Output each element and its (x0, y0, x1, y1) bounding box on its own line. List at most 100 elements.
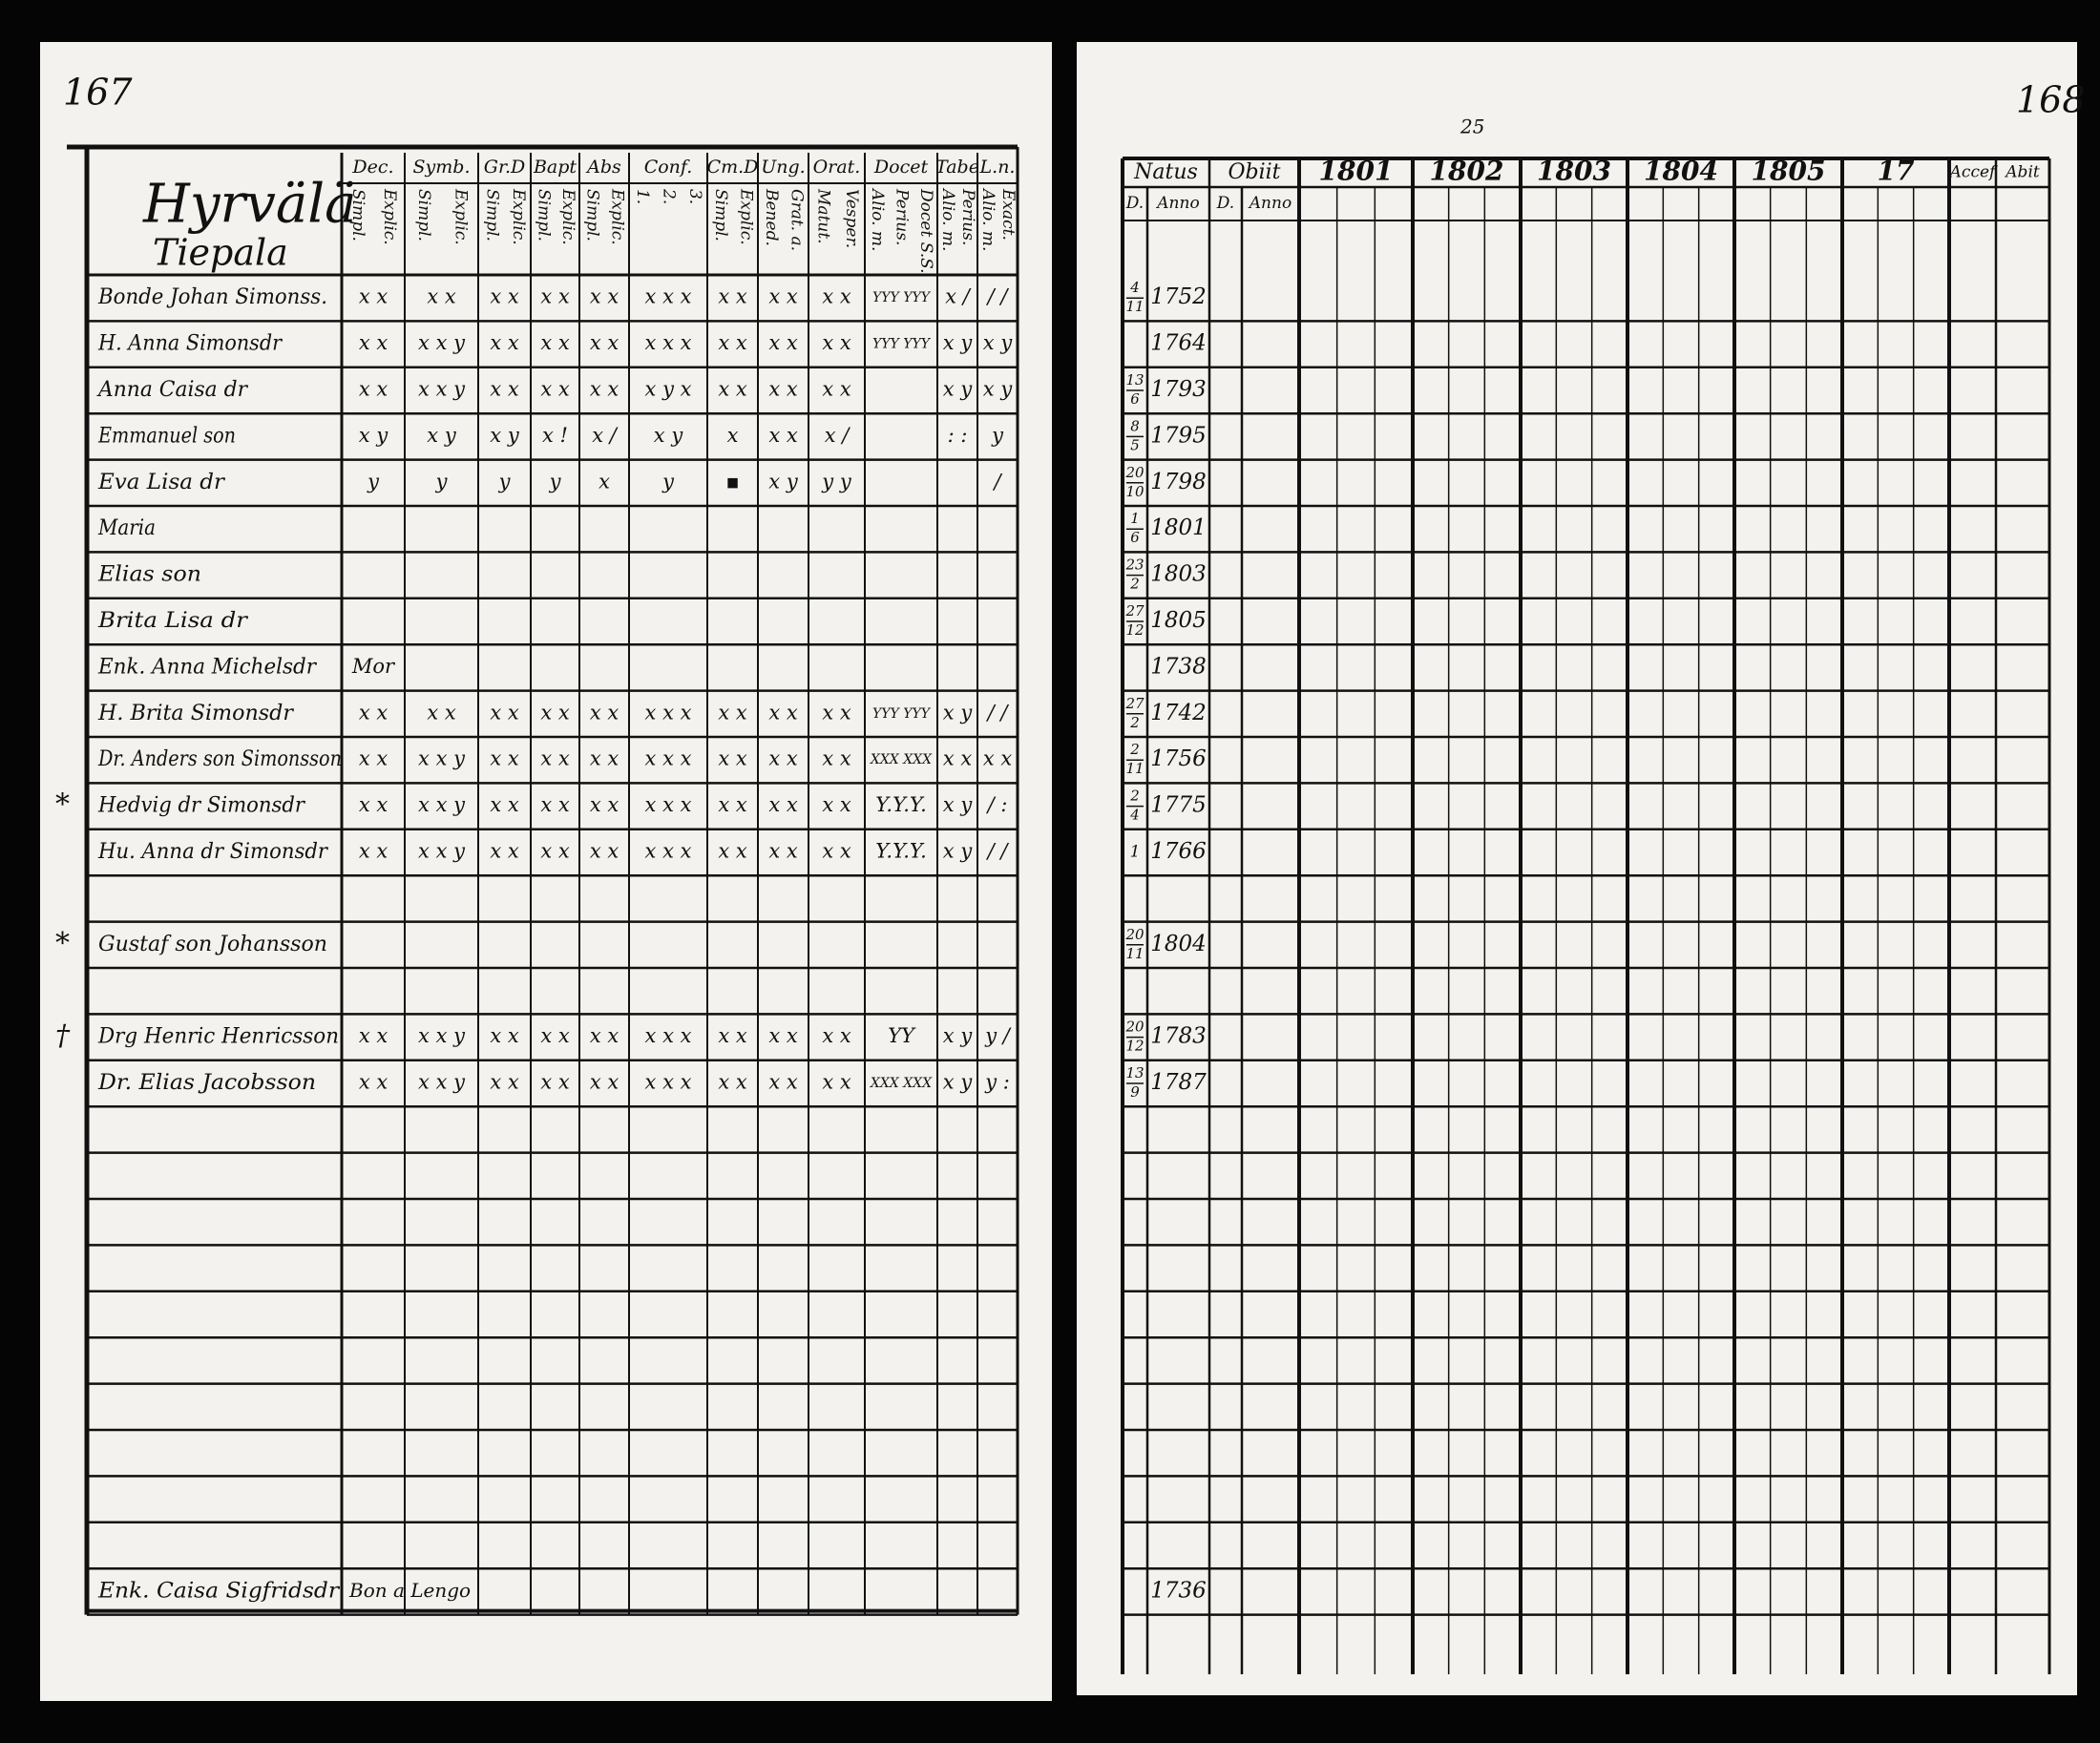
birth-month: 11 (1125, 298, 1144, 315)
person-name: Enk. Caisa Sigfridsdr (97, 1579, 341, 1603)
person-name: Hedvig dr Simonsdr (97, 794, 305, 818)
year-head: 1805 (1752, 156, 1826, 187)
birth-year: 1798 (1150, 470, 1207, 494)
knowledge-mark: x y (943, 1071, 974, 1094)
column-subhead: Alio. m. (978, 187, 998, 251)
knowledge-mark: x x y (418, 793, 466, 816)
birth-day: 20 (1124, 1018, 1144, 1036)
knowledge-mark: x x (768, 701, 798, 724)
knowledge-mark: x x y (418, 840, 466, 863)
knowledge-mark: x y (943, 701, 974, 724)
knowledge-mark: YY (888, 1024, 916, 1047)
knowledge-mark: x x (590, 747, 620, 770)
knowledge-mark: YYY YYY (872, 337, 932, 352)
column-head: Accef (1948, 163, 1998, 182)
birth-day: 1 (1130, 510, 1140, 527)
birth-day: 27 (1124, 602, 1144, 620)
birth-day: 20 (1124, 926, 1144, 943)
knowledge-mark: x x y (418, 747, 466, 770)
knowledge-mark: x y (654, 424, 684, 447)
column-subhead: Docet S.S. (916, 188, 935, 274)
birth-year: 1805 (1150, 608, 1207, 633)
year-head: 17 (1878, 156, 1915, 187)
person-name: Hu. Anna dr Simonsdr (97, 840, 328, 864)
column-subhead: 2. (660, 188, 679, 204)
knowledge-mark: x x (540, 793, 570, 816)
knowledge-mark: x y (427, 424, 457, 447)
knowledge-mark: Y.Y.Y. (875, 840, 927, 863)
knowledge-mark: x x (359, 701, 388, 724)
page-number: 167 (63, 72, 133, 114)
knowledge-mark: x x (540, 747, 570, 770)
knowledge-mark: x x (590, 1071, 620, 1094)
knowledge-mark: y / (984, 1024, 1012, 1047)
knowledge-mark: x x (590, 701, 620, 724)
knowledge-mark: x x (490, 331, 519, 354)
knowledge-mark: x / (825, 424, 851, 447)
knowledge-mark: x x (822, 331, 851, 354)
knowledge-mark: x x (359, 378, 388, 401)
knowledge-mark: ▪ (725, 470, 739, 493)
knowledge-mark: x x (540, 1024, 570, 1047)
birth-year: 1803 (1150, 562, 1207, 587)
knowledge-mark: x x (718, 747, 747, 770)
column-head: Gr.D (484, 157, 525, 178)
birth-year: 1804 (1150, 932, 1207, 956)
column-subhead: Explic. (509, 188, 528, 245)
year-head: 1804 (1644, 156, 1718, 187)
knowledge-mark: : : (948, 424, 968, 447)
knowledge-mark: y (662, 470, 675, 493)
column-subhead: Simpl. (711, 189, 730, 242)
person-name: Brita Lisa dr (97, 609, 249, 633)
knowledge-mark: x x x (645, 285, 692, 308)
column-head: Abit (2004, 163, 2040, 182)
knowledge-mark: XXX XXX (870, 752, 933, 767)
knowledge-mark: x x (822, 1071, 851, 1094)
column-subhead: Exact. (998, 188, 1018, 241)
knowledge-mark: x y (490, 424, 520, 447)
farm-subtitle: Tiepala (153, 232, 288, 274)
column-head: Docet (873, 157, 929, 178)
knowledge-mark: x x (718, 1024, 747, 1047)
knowledge-mark: x x (718, 840, 747, 863)
knowledge-mark: x y (983, 378, 1014, 401)
column-head: Natus (1133, 160, 1198, 184)
birth-day: 23 (1124, 556, 1144, 574)
knowledge-mark: x x (768, 747, 798, 770)
knowledge-mark: x x (822, 378, 851, 401)
knowledge-mark: x x y (418, 378, 466, 401)
knowledge-mark: x x (427, 285, 456, 308)
knowledge-mark: x x (590, 331, 620, 354)
knowledge-mark: x x (490, 1024, 519, 1047)
right-page (1077, 42, 2077, 1695)
knowledge-mark: x x (983, 747, 1013, 770)
knowledge-mark: x x (768, 1071, 798, 1094)
top-note: 25 (1460, 116, 1484, 138)
knowledge-mark: x x (540, 701, 570, 724)
column-subhead: Bened. (762, 188, 781, 246)
knowledge-mark: x x (943, 747, 973, 770)
column-subhead: Alio. m. (868, 187, 887, 251)
column-subhead: Vesper. (842, 189, 861, 248)
birth-month: 2 (1129, 576, 1140, 593)
knowledge-mark: x x (718, 378, 747, 401)
column-subhead: D. (1216, 194, 1234, 213)
column-subhead: Simpl. (583, 189, 602, 242)
margin-sign: * (55, 927, 70, 960)
knowledge-mark: y (435, 470, 449, 493)
knowledge-mark: x / (945, 285, 972, 308)
knowledge-mark: x x (768, 424, 798, 447)
knowledge-mark: x (727, 424, 739, 447)
knowledge-mark: x x x (645, 331, 692, 354)
knowledge-mark: / / (986, 701, 1010, 724)
knowledge-mark: y (367, 470, 380, 493)
knowledge-mark: x x (540, 331, 570, 354)
birth-month: 11 (1125, 945, 1144, 962)
knowledge-mark: x x (768, 331, 798, 354)
person-name: Dr. Anders son Simonsson (97, 747, 342, 771)
birth-year: 1766 (1150, 839, 1207, 864)
birth-month: 9 (1130, 1083, 1140, 1101)
knowledge-mark: x y (359, 424, 389, 447)
column-head: Tabe (935, 157, 979, 178)
